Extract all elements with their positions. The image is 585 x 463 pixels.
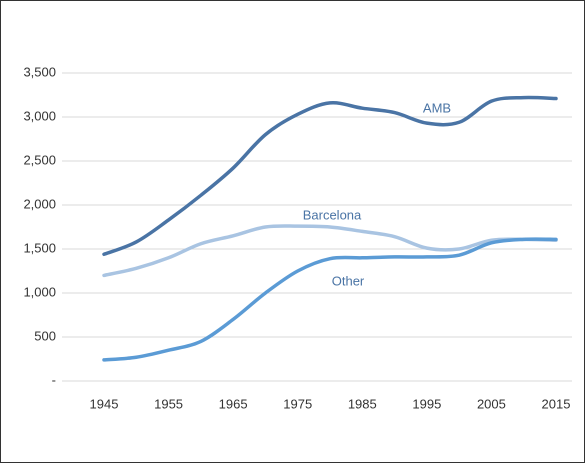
y-tick-label: 3,000 [23,108,56,123]
series-line [102,95,558,257]
y-tick-label: 1,000 [23,284,56,299]
series-line [102,237,558,362]
x-tick-label: 1985 [348,396,377,411]
x-tick-label: 1965 [219,396,248,411]
series-label: AMB [423,100,451,115]
series-label: Barcelona [303,207,362,222]
x-tick-label: 2015 [542,396,571,411]
y-tick-label: 1,500 [23,240,56,255]
y-tick-label: - [52,372,56,387]
x-tick-label: 2005 [477,396,506,411]
x-tick-label: 1975 [283,396,312,411]
y-tick-label: 3,500 [23,64,56,79]
series-line [102,224,558,278]
series-label: Other [332,273,365,288]
x-tick-label: 1945 [90,396,119,411]
x-tick-label: 1995 [412,396,441,411]
y-tick-label: 2,000 [23,196,56,211]
y-tick-label: 500 [34,328,56,343]
x-tick-label: 1955 [154,396,183,411]
y-tick-label: 2,500 [23,152,56,167]
